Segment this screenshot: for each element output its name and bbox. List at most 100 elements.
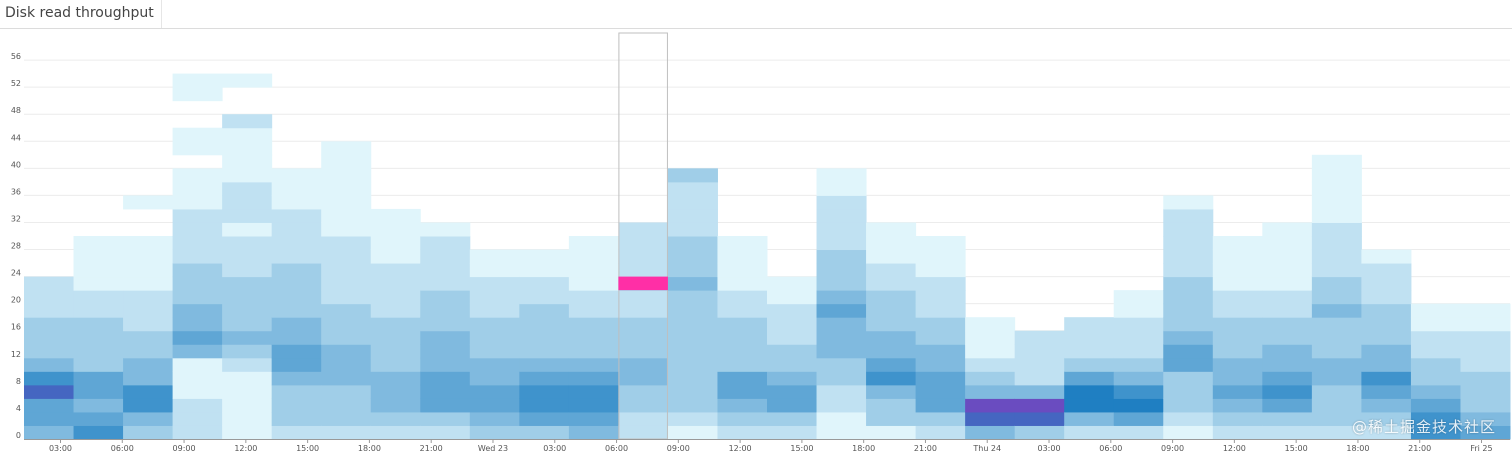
heatmap-cell[interactable] [1064,371,1115,386]
heatmap-cell[interactable] [1262,344,1313,359]
heatmap-cell[interactable] [1212,398,1263,413]
heatmap-cell[interactable] [1212,290,1263,305]
heatmap-cell[interactable] [519,330,570,345]
heatmap-cell[interactable] [222,168,273,183]
heatmap-cell[interactable] [1163,357,1214,372]
heatmap-cell[interactable] [519,425,570,440]
heatmap-cell[interactable] [370,276,421,291]
heatmap-cell[interactable] [172,249,223,264]
heatmap-cell[interactable] [222,154,273,169]
heatmap-cell[interactable] [1212,357,1263,372]
heatmap-cell[interactable] [1361,384,1412,399]
heatmap-cell[interactable] [618,317,669,332]
heatmap-cell[interactable] [1163,263,1214,278]
heatmap-cell[interactable] [222,411,273,426]
heatmap-cell[interactable] [618,263,669,278]
heatmap-cell[interactable] [321,330,372,345]
heatmap-cell[interactable] [321,384,372,399]
heatmap-cell[interactable] [1361,249,1412,264]
heatmap-cell[interactable] [1311,208,1362,223]
heatmap-cell[interactable] [73,330,124,345]
heatmap-cell[interactable] [420,344,471,359]
heatmap-cell[interactable] [321,222,372,237]
heatmap-cell[interactable] [123,425,174,440]
heatmap-cell[interactable] [271,357,322,372]
heatmap-cell[interactable] [618,344,669,359]
heatmap-cell[interactable] [667,303,718,318]
heatmap-cell[interactable] [1460,330,1511,345]
heatmap-cell[interactable] [123,317,174,332]
heatmap-cell[interactable] [370,249,421,264]
heatmap-cell[interactable] [816,411,867,426]
heatmap-cell[interactable] [915,384,966,399]
heatmap-cell[interactable] [222,73,273,88]
heatmap-cell[interactable] [1311,195,1362,210]
heatmap-cell[interactable] [1014,411,1065,426]
heatmap-cell[interactable] [519,317,570,332]
heatmap-cell[interactable] [1163,195,1214,210]
heatmap-cell[interactable] [1212,236,1263,251]
heatmap-cell[interactable] [271,371,322,386]
heatmap-cell[interactable] [1262,411,1313,426]
heatmap-cell[interactable] [222,290,273,305]
heatmap-cell[interactable] [915,330,966,345]
heatmap-cell[interactable] [1262,357,1313,372]
heatmap-cell[interactable] [172,357,223,372]
heatmap-cell[interactable] [519,357,570,372]
heatmap-cell[interactable] [321,195,372,210]
heatmap-cell[interactable] [1311,398,1362,413]
heatmap-cell[interactable] [915,411,966,426]
heatmap-cell[interactable] [271,398,322,413]
heatmap-cell[interactable] [1163,276,1214,291]
heatmap-cell[interactable] [321,371,372,386]
heatmap-cell[interactable] [222,330,273,345]
heatmap-cell[interactable] [321,168,372,183]
heatmap-cell[interactable] [271,263,322,278]
heatmap-cell[interactable] [717,384,768,399]
heatmap-cell[interactable] [73,371,124,386]
heatmap-cell[interactable] [172,290,223,305]
heatmap-cell[interactable] [123,344,174,359]
heatmap-cell[interactable] [24,411,75,426]
heatmap-cell[interactable] [816,208,867,223]
heatmap-cell[interactable] [1460,344,1511,359]
heatmap-cell[interactable] [24,330,75,345]
heatmap-cell[interactable] [271,290,322,305]
heatmap-cell[interactable] [370,344,421,359]
heatmap-cell[interactable] [1212,371,1263,386]
heatmap-cell[interactable] [816,263,867,278]
heatmap-cell[interactable] [1311,236,1362,251]
heatmap-cell[interactable] [469,384,520,399]
heatmap-cell[interactable] [73,425,124,440]
heatmap-cell[interactable] [1262,371,1313,386]
heatmap-cell[interactable] [469,303,520,318]
heatmap-cell[interactable] [816,371,867,386]
heatmap-cell[interactable] [1410,371,1461,386]
heatmap-cell[interactable] [767,344,818,359]
heatmap-cell[interactable] [618,249,669,264]
heatmap-cell[interactable] [1361,290,1412,305]
heatmap-cell[interactable] [1410,344,1461,359]
heatmap-cell[interactable] [1163,384,1214,399]
heatmap-cell[interactable] [1113,357,1164,372]
heatmap-cell[interactable] [24,371,75,386]
heatmap-cell[interactable] [1460,384,1511,399]
heatmap-cell[interactable] [1163,330,1214,345]
heatmap-cell[interactable] [618,330,669,345]
heatmap-cell[interactable] [866,357,917,372]
heatmap-cell[interactable] [172,317,223,332]
heatmap-cell[interactable] [172,141,223,156]
heatmap-cell[interactable] [667,236,718,251]
heatmap-cell[interactable] [1311,357,1362,372]
panel-title-tab[interactable]: Disk read throughput [0,0,162,28]
heatmap-cell[interactable] [24,344,75,359]
heatmap-cell[interactable] [667,384,718,399]
heatmap-cell[interactable] [1113,371,1164,386]
heatmap-cell[interactable] [568,344,619,359]
heatmap-cell[interactable] [321,236,372,251]
heatmap-cell[interactable] [420,384,471,399]
heatmap-cell[interactable] [321,344,372,359]
heatmap-cell[interactable] [866,411,917,426]
heatmap-cell[interactable] [1361,411,1412,426]
heatmap-cell[interactable] [370,384,421,399]
